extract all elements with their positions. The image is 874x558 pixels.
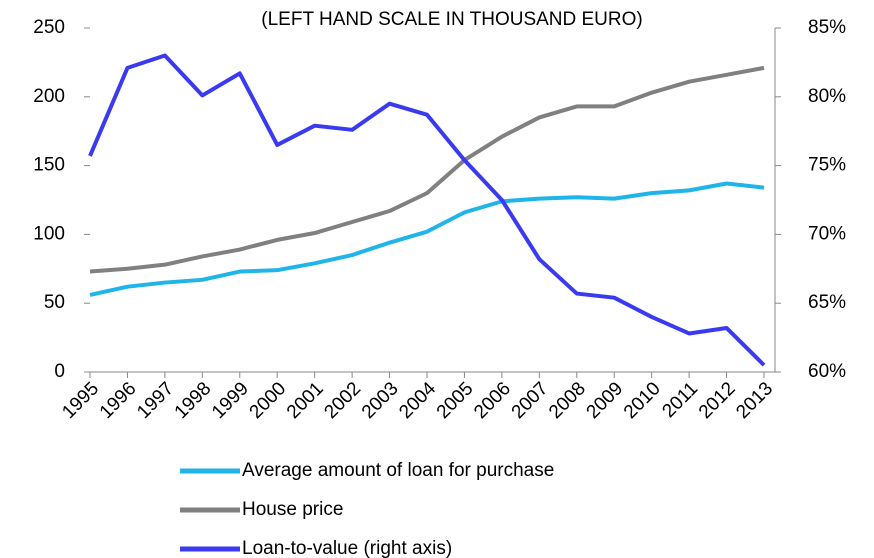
y-tick-label: 50 bbox=[44, 292, 65, 313]
x-tick-label: 2011 bbox=[658, 378, 702, 422]
y2-tick-label: 60% bbox=[808, 361, 846, 382]
x-tick-label: 1997 bbox=[133, 378, 178, 423]
series-line bbox=[88, 53, 766, 367]
x-tick-label: 2000 bbox=[246, 378, 291, 423]
x-tick-label: 2004 bbox=[395, 378, 440, 423]
x-tick-label: 1998 bbox=[171, 378, 216, 423]
y-tick-label: 100 bbox=[33, 223, 65, 244]
x-tick-label: 1996 bbox=[96, 378, 141, 423]
x-tick-label: 1999 bbox=[208, 378, 253, 423]
x-tick-label: 2003 bbox=[358, 378, 403, 423]
series-line bbox=[89, 181, 765, 297]
y2-tick-label: 80% bbox=[808, 86, 846, 107]
x-tick-label: 2002 bbox=[320, 378, 365, 423]
y-tick-label: 0 bbox=[54, 361, 65, 382]
x-tick-label: 2009 bbox=[583, 378, 628, 423]
x-tick-label: 2013 bbox=[732, 378, 777, 423]
x-tick-label: 2005 bbox=[433, 378, 478, 423]
y2-tick-label: 65% bbox=[808, 292, 846, 313]
legend-label: House price bbox=[242, 499, 343, 520]
x-tick-label: 2007 bbox=[508, 378, 553, 423]
x-tick-label: 2001 bbox=[283, 378, 328, 423]
x-tick-label: 2010 bbox=[620, 378, 665, 423]
x-tick-label: 2006 bbox=[470, 378, 515, 423]
y-tick-label: 200 bbox=[33, 86, 65, 107]
y2-tick-label: 70% bbox=[808, 223, 846, 244]
y-tick-label: 150 bbox=[33, 155, 65, 176]
x-tick-label: 2008 bbox=[545, 378, 590, 423]
x-tick-label: 1995 bbox=[58, 378, 103, 423]
x-tick-label: 2012 bbox=[695, 378, 740, 423]
series-line bbox=[89, 65, 765, 274]
y2-tick-label: 85% bbox=[808, 17, 846, 38]
y-tick-label: 250 bbox=[33, 17, 65, 38]
chart-title: (LEFT HAND SCALE IN THOUSAND EURO) bbox=[261, 9, 642, 30]
legend-label: Average amount of loan for purchase bbox=[242, 460, 554, 481]
y2-tick-label: 75% bbox=[808, 155, 846, 176]
legend-label: Loan-to-value (right axis) bbox=[242, 538, 452, 558]
